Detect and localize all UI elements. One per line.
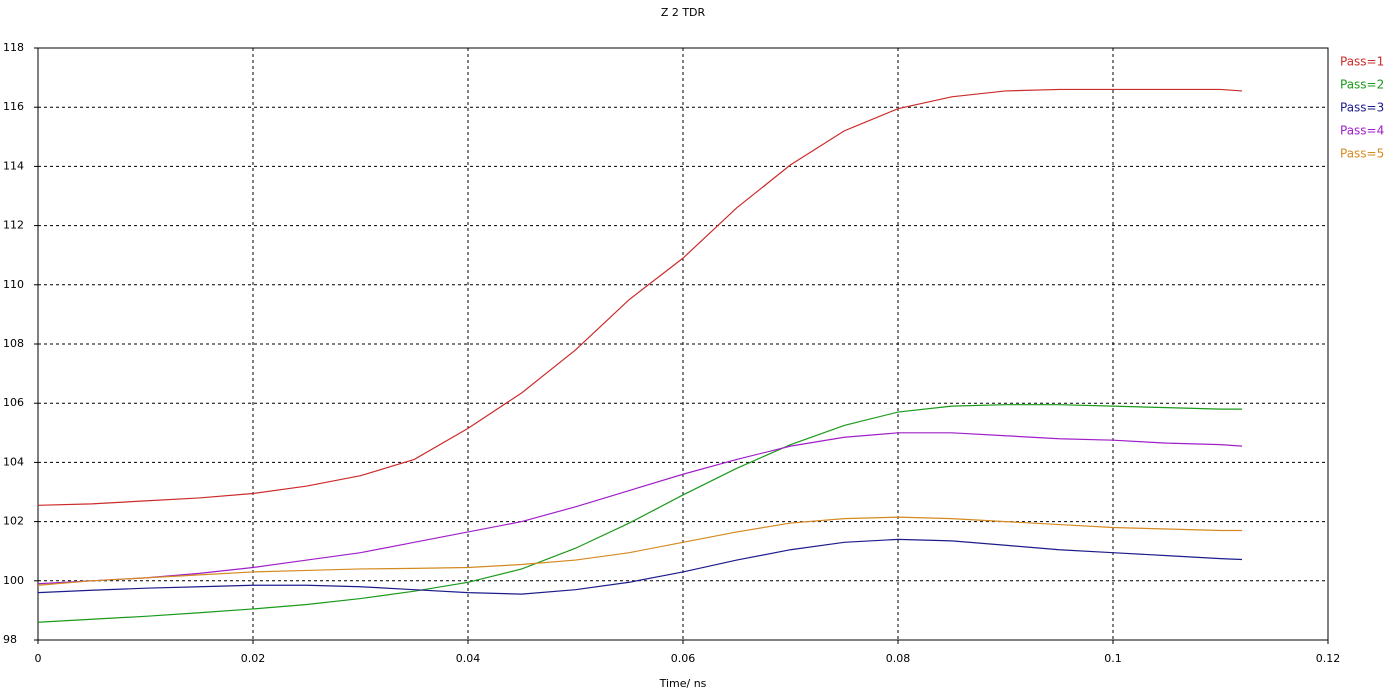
y-tick-label: 114: [3, 159, 24, 172]
series-line: [37, 88, 1243, 506]
x-tick-label: 0.08: [886, 652, 911, 665]
y-tick-label: 118: [3, 41, 24, 54]
y-tick-label: 108: [3, 337, 24, 350]
series-line: [37, 432, 1243, 585]
legend-label: Pass=4: [1340, 124, 1384, 138]
y-tick-label: 98: [3, 633, 17, 646]
y-tick-label: 100: [3, 574, 24, 587]
x-tick-label: 0: [35, 652, 42, 665]
chart-title: Z 2 TDR: [661, 6, 706, 19]
x-tick-label: 0.06: [671, 652, 696, 665]
x-tick-label: 0.02: [241, 652, 266, 665]
series-line: [37, 538, 1243, 595]
x-tick-label: 0.04: [456, 652, 481, 665]
x-axis-label: Time/ ns: [659, 677, 707, 690]
y-tick-label: 116: [3, 100, 24, 113]
legend-label: Pass=1: [1340, 55, 1384, 69]
y-tick-label: 112: [3, 219, 24, 232]
y-tick-label: 106: [3, 396, 24, 409]
series-line: [37, 404, 1242, 623]
series-line: [37, 516, 1242, 586]
x-tick-label: 0.1: [1104, 652, 1122, 665]
legend-label: Pass=5: [1340, 147, 1384, 161]
legend-label: Pass=3: [1340, 101, 1384, 115]
y-tick-label: 102: [3, 515, 24, 528]
x-tick-label: 0.12: [1316, 652, 1341, 665]
y-tick-label: 104: [3, 455, 24, 468]
legend-label: Pass=2: [1340, 78, 1384, 92]
y-tick-label: 110: [3, 278, 24, 291]
